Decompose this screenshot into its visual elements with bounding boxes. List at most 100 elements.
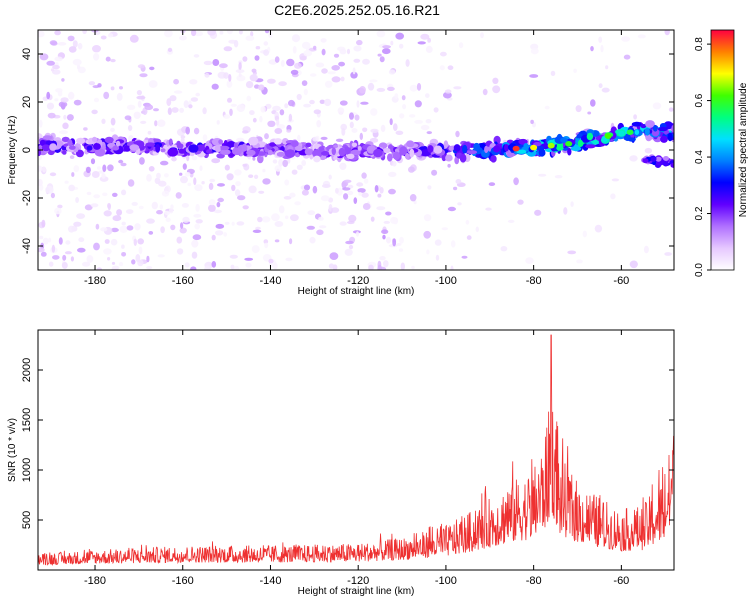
heatmap-cell bbox=[341, 127, 346, 136]
heatmap-cell bbox=[426, 131, 432, 135]
heatmap-cell bbox=[360, 101, 369, 105]
heatmap-cell bbox=[425, 119, 432, 124]
heatmap-cell bbox=[52, 69, 61, 75]
heatmap-cell bbox=[64, 180, 69, 184]
heatmap-cell bbox=[405, 59, 410, 67]
heatmap-cell bbox=[582, 230, 587, 238]
heatmap-cell bbox=[101, 173, 106, 179]
heatmap-cell bbox=[61, 78, 65, 82]
heatmap-cell bbox=[629, 155, 638, 162]
heatmap-cell bbox=[388, 69, 396, 75]
heatmap-cell bbox=[68, 184, 76, 192]
heatmap-cell bbox=[358, 192, 363, 196]
heatmap-cell bbox=[112, 215, 122, 222]
x-tick-label: -160 bbox=[172, 575, 194, 587]
snr-frame bbox=[37, 329, 675, 571]
heatmap-cell bbox=[405, 152, 410, 160]
heatmap-cell bbox=[255, 46, 261, 50]
heatmap-cell bbox=[175, 192, 182, 199]
heatmap-cell bbox=[318, 146, 325, 151]
heatmap-cell bbox=[409, 194, 417, 202]
heatmap-cell bbox=[48, 261, 54, 267]
heatmap-cell bbox=[387, 86, 395, 91]
heatmap-cell bbox=[39, 53, 49, 61]
heatmap-cell bbox=[202, 134, 208, 141]
heatmap-cell bbox=[411, 265, 415, 270]
heatmap-cell bbox=[329, 252, 339, 260]
heatmap-cell bbox=[284, 179, 290, 186]
heatmap-cell bbox=[575, 105, 582, 113]
heatmap-cell bbox=[201, 181, 205, 185]
heatmap-cell bbox=[289, 238, 293, 245]
heatmap-cell bbox=[236, 221, 245, 226]
heatmap-cell bbox=[239, 77, 246, 81]
heatmap-cell bbox=[46, 60, 55, 66]
heatmap-cell bbox=[249, 110, 255, 116]
heatmap-cell bbox=[353, 58, 361, 63]
heatmap-cell bbox=[276, 151, 286, 157]
heatmap-cell bbox=[242, 163, 247, 167]
heatmap-cell bbox=[264, 30, 270, 34]
heatmap-cell bbox=[111, 261, 116, 265]
heatmap-cell bbox=[395, 130, 404, 135]
heatmap-cell bbox=[409, 114, 416, 118]
heatmap-cell bbox=[216, 201, 221, 208]
heatmap-cell bbox=[233, 142, 238, 149]
heatmap-cell bbox=[291, 169, 298, 175]
heatmap-cell bbox=[121, 252, 127, 257]
heatmap-cell bbox=[248, 185, 257, 194]
heatmap-cell bbox=[233, 40, 239, 48]
heatmap-cell bbox=[179, 172, 183, 176]
heatmap-cell bbox=[370, 216, 375, 222]
heatmap-cell bbox=[257, 216, 263, 223]
heatmap-cell bbox=[59, 130, 68, 135]
heatmap-cell bbox=[231, 184, 236, 192]
heatmap-cell bbox=[621, 36, 631, 42]
heatmap-cell bbox=[86, 145, 93, 151]
heatmap-cell bbox=[457, 202, 462, 206]
heatmap-cell bbox=[134, 223, 141, 231]
colorbar bbox=[710, 29, 735, 271]
heatmap-cell bbox=[274, 239, 280, 243]
heatmap-cell bbox=[598, 36, 603, 43]
heatmap-cell bbox=[273, 138, 283, 145]
heatmap-cell bbox=[76, 137, 86, 145]
heatmap-cell bbox=[374, 185, 379, 193]
heatmap-cell bbox=[157, 119, 166, 127]
heatmap-cell bbox=[261, 216, 271, 223]
heatmap-cell bbox=[104, 239, 110, 244]
heatmap-cell bbox=[146, 218, 155, 224]
heatmap-cell bbox=[91, 109, 98, 115]
heatmap-cell bbox=[513, 177, 519, 186]
heatmap-cell bbox=[560, 137, 568, 143]
heatmap-cell bbox=[160, 148, 166, 153]
heatmap-cell bbox=[246, 95, 252, 102]
heatmap-cell bbox=[248, 136, 259, 146]
heatmap-cell bbox=[512, 145, 520, 152]
heatmap-cell bbox=[321, 151, 330, 156]
heatmap-cell bbox=[292, 46, 297, 54]
heatmap-cell bbox=[544, 105, 550, 110]
heatmap-cell bbox=[655, 156, 662, 162]
heatmap-cell bbox=[220, 149, 231, 156]
heatmap-cell bbox=[72, 40, 78, 48]
heatmap-cell bbox=[207, 30, 217, 36]
heatmap-cell bbox=[93, 53, 100, 61]
heatmap-cell bbox=[260, 106, 266, 113]
heatmap-cell bbox=[179, 227, 187, 234]
heatmap-cell bbox=[242, 130, 249, 134]
y-tick-label: 0 bbox=[21, 147, 33, 153]
heatmap-cell bbox=[262, 168, 266, 173]
heatmap-cell bbox=[269, 142, 277, 147]
heatmap-cell bbox=[46, 102, 55, 110]
heatmap-cell bbox=[54, 56, 63, 62]
heatmap-cell bbox=[346, 48, 351, 55]
heatmap-cell bbox=[382, 234, 386, 240]
heatmap-cell bbox=[278, 205, 285, 214]
heatmap-cell bbox=[367, 82, 375, 91]
heatmap-cell bbox=[73, 99, 82, 106]
heatmap-cell bbox=[94, 148, 106, 157]
heatmap-cell bbox=[346, 153, 355, 159]
heatmap-cell bbox=[47, 112, 56, 119]
heatmap-cell bbox=[296, 164, 303, 170]
